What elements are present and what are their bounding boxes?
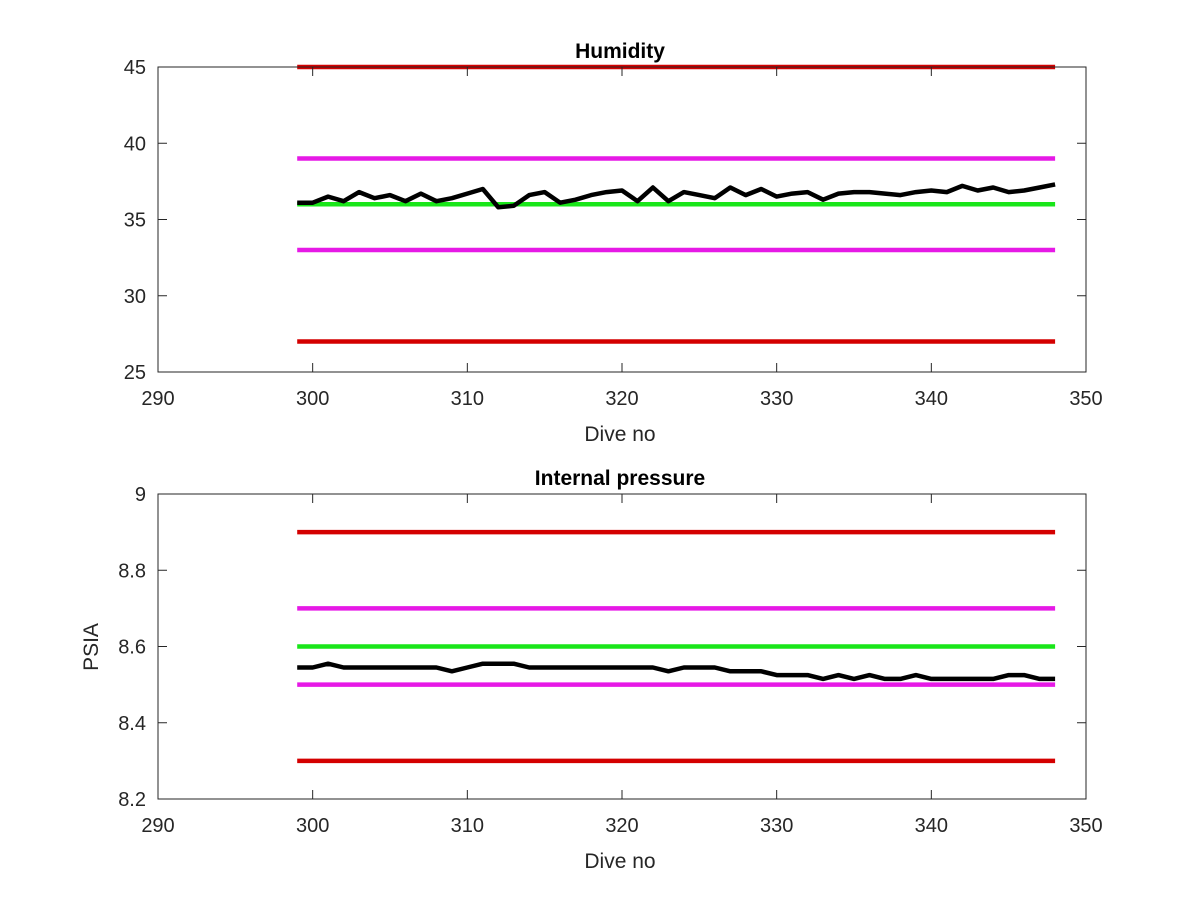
internal-pressure-x-tick-label: 330: [760, 815, 793, 837]
internal-pressure-x-tick-label: 350: [1069, 815, 1102, 837]
humidity-ticks: 290 300 310 320 330 340 350 25 30 35 40 45: [124, 57, 1103, 410]
humidity-chart: Humidity 290 300 310 320 330 340 350 25 30 35 40 45…: [124, 40, 1103, 446]
humidity-y-tick-label: 25: [124, 362, 146, 384]
internal-pressure-x-tick-label: 300: [296, 815, 329, 837]
internal-pressure-y-tick-label: 8.4: [118, 713, 146, 735]
humidity-x-tick-label: 300: [296, 388, 329, 410]
humidity-measured-line: [297, 182, 1056, 210]
humidity-x-axis-label: Dive no: [584, 423, 655, 446]
internal-pressure-chart-title: Internal pressure: [535, 467, 705, 490]
internal-pressure-axes-frame: [157, 493, 1087, 800]
humidity-plot-area: [297, 64, 1056, 344]
internal-pressure-x-tick-label: 340: [915, 815, 948, 837]
humidity-chart-title: Humidity: [575, 40, 665, 63]
internal-pressure-x-tick-label: 320: [605, 815, 638, 837]
humidity-y-tick-label: 35: [124, 210, 146, 232]
humidity-x-tick-label: 340: [915, 388, 948, 410]
humidity-x-tick-label: 320: [605, 388, 638, 410]
humidity-x-tick-label: 310: [451, 388, 484, 410]
internal-pressure-y-tick-label: 8.2: [118, 789, 146, 811]
humidity-y-tick-label: 40: [124, 133, 146, 155]
humidity-x-tick-label: 350: [1069, 388, 1102, 410]
internal-pressure-ticks: 290 300 310 320 330 340 350 8.2 8.4 8.6 8.8 9: [118, 484, 1103, 837]
humidity-y-tick-label: 45: [124, 57, 146, 79]
internal-pressure-y-axis-label: PSIA: [80, 623, 103, 671]
humidity-x-tick-label: 290: [141, 388, 174, 410]
humidity-y-tick-label: 30: [124, 286, 146, 308]
internal-pressure-plot-area: [297, 529, 1056, 764]
internal-pressure-x-tick-label: 310: [451, 815, 484, 837]
internal-pressure-x-tick-label: 290: [141, 815, 174, 837]
internal-pressure-y-tick-label: 9: [135, 484, 146, 506]
internal-pressure-y-tick-label: 8.8: [118, 560, 146, 582]
internal-pressure-x-axis-label: Dive no: [584, 850, 655, 873]
internal-pressure-y-tick-label: 8.6: [118, 637, 146, 659]
internal-pressure-chart: Internal pressure 290 300 310 320 330 340 350 8…: [80, 467, 1103, 873]
internal-pressure-measured-line: [297, 661, 1056, 682]
humidity-x-tick-label: 330: [760, 388, 793, 410]
humidity-axes-frame: [157, 66, 1087, 373]
